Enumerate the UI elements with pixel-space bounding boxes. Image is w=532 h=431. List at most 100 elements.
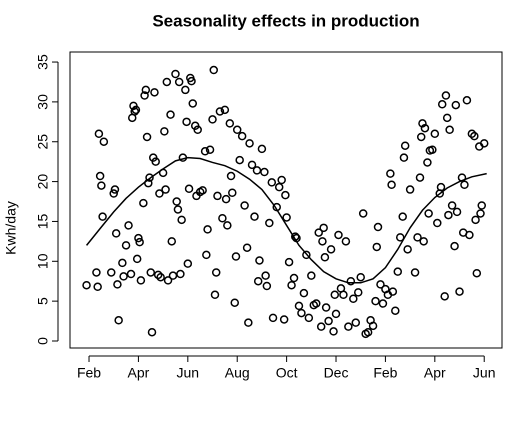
point [265, 218, 274, 228]
point [193, 125, 202, 135]
point [202, 250, 211, 260]
point [262, 281, 272, 291]
point [442, 113, 452, 123]
point [424, 209, 433, 218]
point [318, 237, 327, 246]
point [261, 271, 270, 280]
point [121, 241, 131, 250]
point [213, 191, 222, 201]
point [171, 69, 180, 79]
point [226, 171, 236, 181]
point [423, 158, 432, 167]
point [284, 257, 294, 267]
y-axis-label: Kwh/day [3, 201, 19, 255]
point [211, 268, 221, 277]
point [203, 225, 212, 234]
point [413, 233, 422, 242]
point [225, 119, 235, 128]
point [177, 215, 186, 225]
y-tick-label: 25 [35, 134, 51, 150]
point [97, 181, 106, 190]
point [398, 212, 407, 221]
point [111, 229, 121, 238]
point [99, 137, 109, 146]
point [257, 144, 267, 154]
point [118, 258, 127, 268]
point [387, 180, 396, 190]
point [339, 290, 348, 300]
point [209, 65, 219, 75]
point [205, 145, 215, 154]
point [351, 318, 361, 327]
x-tick-label: Jun [177, 365, 200, 381]
point [237, 131, 247, 141]
point [430, 129, 440, 139]
point [163, 276, 173, 285]
point [247, 160, 257, 170]
point [220, 105, 230, 115]
point [294, 301, 304, 311]
point [267, 178, 277, 187]
point [188, 99, 198, 108]
point [467, 129, 477, 139]
smooth-line [85, 156, 487, 284]
point [147, 327, 157, 337]
point [312, 299, 321, 308]
point [299, 288, 309, 298]
point [136, 276, 146, 285]
point [139, 198, 148, 208]
point [451, 100, 461, 110]
point [388, 287, 398, 296]
point [319, 223, 328, 233]
point [161, 185, 170, 194]
point [368, 321, 378, 331]
x-tick-label: Dec [324, 365, 349, 381]
point [371, 296, 380, 306]
x-tick-label: Apr [128, 365, 150, 381]
point [363, 327, 373, 337]
point [334, 230, 343, 240]
point [235, 155, 244, 165]
point [146, 268, 156, 277]
point [470, 131, 479, 141]
point [297, 308, 306, 318]
plot-box [69, 51, 503, 349]
point [166, 110, 175, 119]
point [393, 267, 403, 276]
point [244, 318, 253, 327]
point [376, 280, 385, 289]
point [274, 182, 284, 192]
point [287, 280, 296, 290]
point [228, 188, 237, 197]
point [314, 228, 323, 237]
point [440, 292, 449, 301]
point [316, 322, 326, 331]
point [156, 272, 165, 282]
point [418, 119, 427, 128]
point [221, 194, 231, 204]
point [460, 180, 469, 190]
point [277, 175, 286, 185]
y-tick-label: 20 [35, 174, 51, 190]
point [386, 169, 395, 178]
point [471, 215, 480, 225]
point [479, 139, 489, 148]
point [341, 237, 351, 246]
point [223, 221, 232, 230]
point [130, 107, 139, 116]
point [168, 271, 178, 280]
point [242, 243, 252, 252]
point [184, 184, 194, 194]
point [356, 272, 365, 282]
y-tick-label: 10 [35, 253, 51, 269]
point [428, 145, 437, 154]
point [200, 147, 210, 156]
point [82, 280, 91, 290]
point [378, 299, 388, 308]
point [113, 280, 122, 289]
point [252, 166, 262, 175]
point [436, 182, 446, 192]
point [94, 129, 104, 139]
point [320, 253, 330, 262]
point [281, 190, 290, 200]
